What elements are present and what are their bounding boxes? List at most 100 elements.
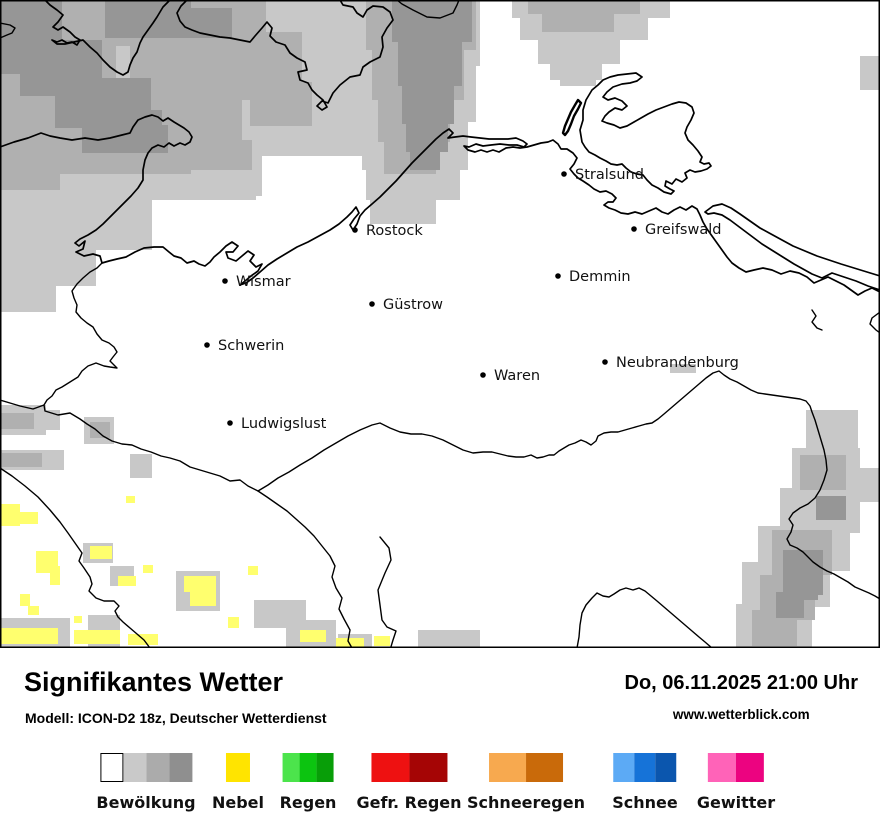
border-elbe-lower — [0, 467, 151, 648]
cloud-patch-light — [418, 630, 480, 647]
legend-swatch — [123, 753, 146, 782]
cloud-patch-medium — [90, 422, 110, 438]
city-marker — [222, 278, 228, 284]
legend-swatch — [299, 753, 317, 782]
cloud-patch-medium — [528, 0, 640, 14]
city-label: Rostock — [366, 223, 423, 239]
cloud-patch-dark — [816, 496, 846, 520]
cloud-patch-light — [860, 56, 880, 90]
cloud-patch-light — [0, 192, 152, 250]
legend-item: Gewitter — [697, 753, 775, 812]
city-label: Güstrow — [383, 297, 443, 313]
legend-swatch-row — [226, 753, 250, 782]
coastline-right-edge — [869, 311, 880, 334]
fog-patch — [118, 576, 136, 586]
cloud-patch-medium — [250, 82, 312, 126]
city-label: Wismar — [236, 274, 291, 290]
city-marker — [602, 359, 608, 365]
page-title: Signifikantes Wetter — [24, 667, 284, 697]
legend-swatch — [613, 753, 635, 782]
cloud-patch-dark — [402, 82, 454, 124]
fog-patch — [184, 576, 216, 592]
city-label: Neubrandenburg — [616, 355, 739, 371]
cloud-patch-light — [130, 454, 152, 478]
cloud-patch-light — [370, 196, 436, 224]
city-marker — [227, 420, 233, 426]
border-south — [0, 399, 353, 648]
legend-swatch — [146, 753, 169, 782]
city-label: Demmin — [569, 269, 631, 285]
legend-swatch — [489, 753, 526, 782]
cloud-patch-light — [550, 60, 602, 80]
precipitation-overlay — [0, 0, 880, 648]
fog-patch — [126, 496, 135, 503]
border-west — [43, 262, 118, 406]
border-elbe-loop — [377, 536, 397, 648]
cloud-patch-light — [856, 468, 880, 502]
footer-right: Do, 06.11.2025 21:00 Uhr www.wetterblick… — [625, 672, 858, 722]
fog-patch — [374, 636, 390, 646]
legend-swatch — [707, 753, 736, 782]
city-marker — [369, 301, 375, 307]
cloud-patch-light — [0, 246, 96, 286]
city-marker — [204, 342, 210, 348]
border-southeast-branch — [257, 370, 880, 600]
coastline-ruegen-island — [579, 72, 712, 195]
legend-swatch — [526, 753, 563, 782]
cloud-patch-dark — [392, 0, 472, 42]
cloud-patch-medium — [0, 130, 60, 190]
website-link[interactable]: www.wetterblick.com — [672, 707, 810, 722]
legend-swatch-row — [282, 753, 334, 782]
coastline-edge-islet — [0, 22, 16, 39]
city-label: Greifswald — [645, 222, 721, 238]
legend-swatch — [655, 753, 677, 782]
fog-patch — [74, 616, 82, 623]
fog-patch — [50, 566, 60, 585]
city-label: Stralsund — [575, 167, 644, 183]
fog-patch — [74, 630, 120, 644]
footer: Signifikantes Wetter Modell: ICON-D2 18z… — [0, 648, 880, 830]
coastline-swina-channel — [811, 309, 823, 331]
legend-item: Nebel — [212, 753, 264, 812]
legend-swatch-row — [707, 753, 764, 782]
fog-patch — [190, 590, 216, 606]
legend-item: Gefr. Regen — [356, 753, 462, 812]
coastline-mainland — [0, 114, 880, 296]
legend-swatch — [282, 753, 300, 782]
legend-swatch — [100, 753, 123, 782]
legend-swatch-row — [100, 753, 192, 782]
legend-item: Schnee — [612, 753, 678, 812]
fog-patch — [300, 630, 326, 642]
legend-label: Regen — [279, 793, 337, 812]
cloud-patch-light — [0, 282, 56, 312]
fog-patch — [248, 566, 258, 575]
fog-patch — [90, 546, 112, 559]
legend-item: Schneeregen — [467, 753, 585, 812]
legend-swatch — [316, 753, 334, 782]
weather-map: Stralsund Greifswald Rostock Wismar Demmin Gü… — [0, 0, 880, 648]
legend-item: Regen — [279, 753, 337, 812]
fog-patch — [0, 628, 58, 644]
city-marker — [480, 372, 486, 378]
city-label: Ludwigslust — [241, 416, 327, 432]
legend-label: Schnee — [612, 793, 678, 812]
coastline-lolland — [44, 0, 171, 76]
cloud-patch-medium — [542, 12, 614, 32]
legend-label: Schneeregen — [467, 793, 585, 812]
coastline-usedom-island — [704, 203, 880, 291]
map-frame — [0, 0, 880, 648]
cloud-patch-dark — [406, 120, 448, 152]
legend-swatch — [634, 753, 656, 782]
legend-label: Gefr. Regen — [356, 793, 462, 812]
cloud-patch-light — [212, 178, 250, 196]
legend-swatch-row — [613, 753, 677, 782]
cloud-patch-medium — [2, 453, 42, 467]
cloud-patch-medium — [800, 455, 846, 490]
legend-swatch — [370, 753, 409, 782]
coastlines — [0, 0, 880, 648]
fog-patch — [28, 606, 39, 615]
cloud-patch-medium — [190, 140, 252, 170]
legend-swatch — [226, 753, 250, 782]
legend-label: Gewitter — [696, 793, 776, 812]
fog-patch — [0, 504, 20, 526]
